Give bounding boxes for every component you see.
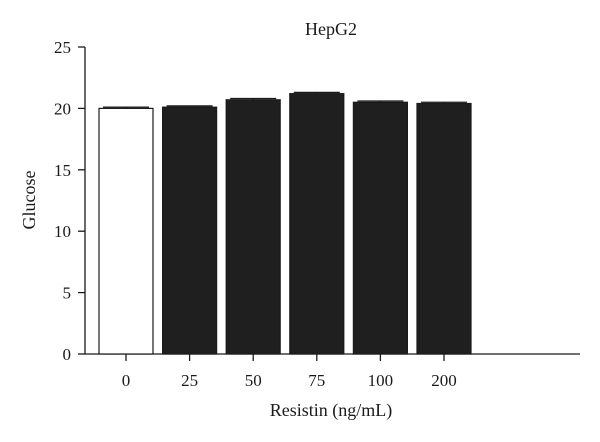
x-tick-label: 25 <box>181 371 198 390</box>
y-tick-label: 15 <box>54 161 71 180</box>
y-tick-label: 20 <box>54 99 71 118</box>
x-tick-label: 0 <box>122 371 131 390</box>
x-axis-label: Resistin (ng/mL) <box>270 400 393 421</box>
x-tick-label: 100 <box>368 371 394 390</box>
y-tick-label: 25 <box>54 38 71 57</box>
chart-title: HepG2 <box>305 19 357 39</box>
bars <box>98 91 472 355</box>
y-tick-label: 5 <box>63 284 72 303</box>
y-axis-label: Glucose <box>19 170 39 229</box>
bar <box>225 99 281 355</box>
bar <box>162 106 218 355</box>
x-tick-label: 75 <box>308 371 325 390</box>
y-tick-label: 10 <box>54 222 71 241</box>
x-tick-label: 200 <box>431 371 457 390</box>
y-axis: 0 5 10 15 20 25 <box>54 38 86 364</box>
bar <box>98 107 154 355</box>
bar <box>352 101 408 355</box>
bar <box>416 102 472 355</box>
bar <box>289 93 345 355</box>
x-tick-label: 50 <box>245 371 262 390</box>
y-tick-label: 0 <box>63 345 72 364</box>
x-axis: 0 25 50 75 100 200 <box>85 353 580 390</box>
